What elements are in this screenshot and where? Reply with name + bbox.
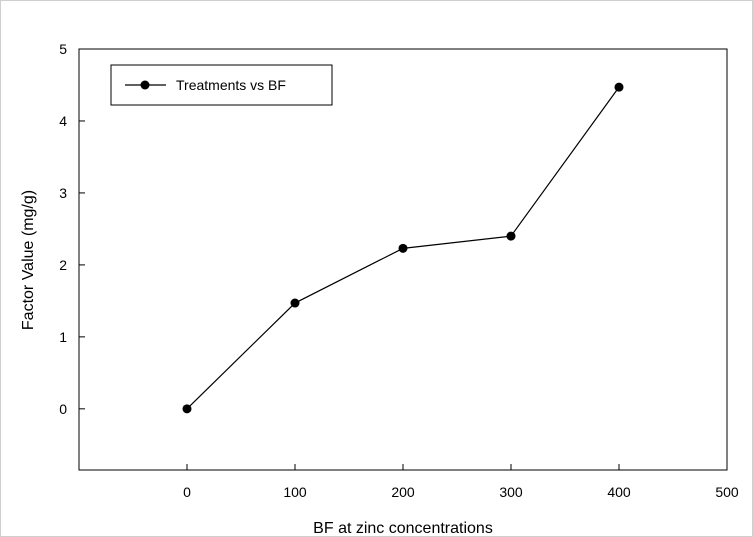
x-axis: 0 100 200 300 400 500 [183, 464, 739, 500]
y-axis: 0 1 2 3 4 5 [59, 41, 85, 417]
y-tick-label: 4 [59, 113, 67, 129]
plot-area [78, 48, 728, 471]
x-tick-label: 200 [391, 484, 415, 500]
data-point [398, 243, 408, 253]
data-point [290, 298, 300, 308]
y-tick-label: 2 [59, 257, 67, 273]
y-tick-label: 1 [59, 329, 67, 345]
y-axis-title: Factor Value (mg/g) [20, 190, 37, 330]
legend-label: Treatments vs BF [176, 77, 286, 93]
y-tick-label: 3 [59, 185, 67, 201]
y-tick-label: 0 [59, 401, 67, 417]
legend: Treatments vs BF [110, 64, 333, 106]
series-layer [182, 82, 624, 414]
x-tick-label: 500 [715, 484, 739, 500]
data-point [182, 404, 192, 414]
legend-marker [140, 80, 150, 90]
x-tick-label: 100 [283, 484, 307, 500]
x-tick-label: 0 [183, 484, 191, 500]
x-tick-label: 300 [499, 484, 523, 500]
data-point [614, 82, 624, 92]
x-axis-title: BF at zinc concentrations [313, 520, 493, 537]
x-tick-label: 400 [607, 484, 631, 500]
y-tick-label: 5 [59, 41, 67, 57]
data-point [506, 231, 516, 241]
